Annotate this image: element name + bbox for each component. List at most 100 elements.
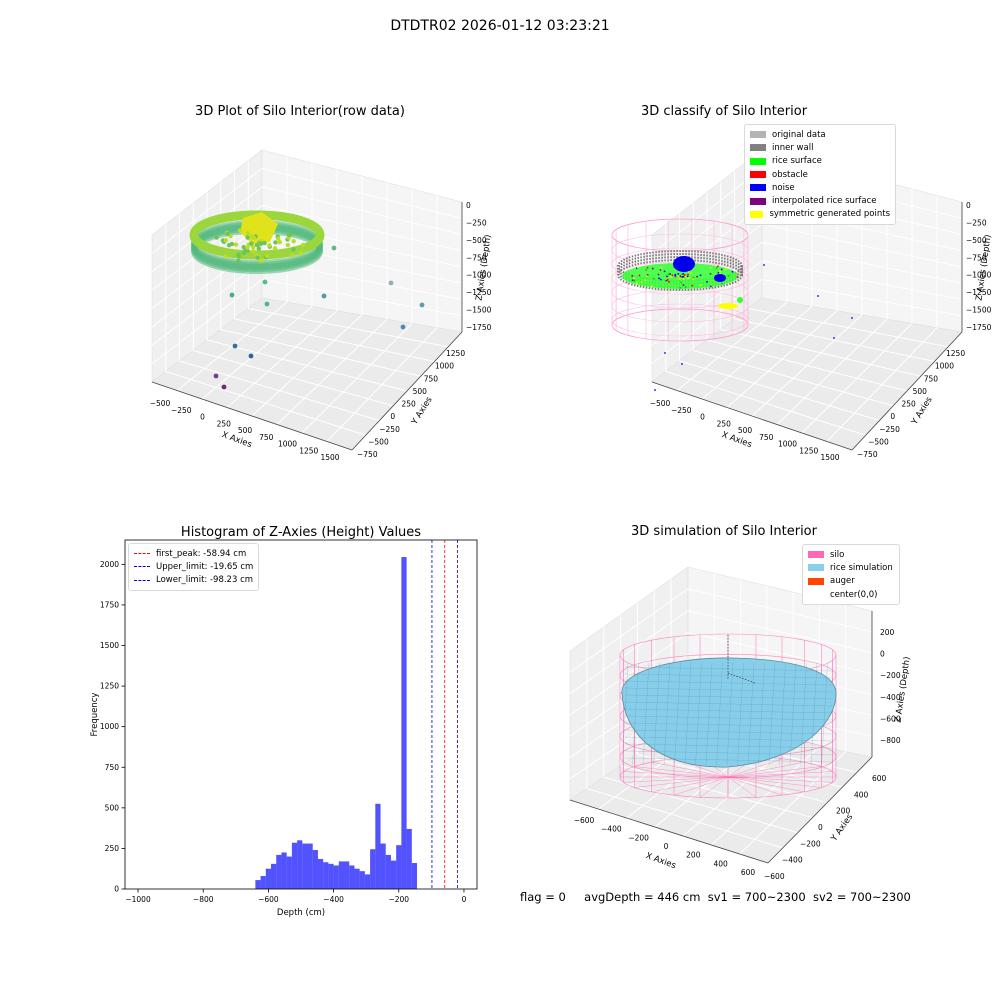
histogram-bar <box>344 861 350 889</box>
histogram-bar <box>380 843 386 889</box>
x-tick-label: 250 <box>217 419 232 428</box>
avg-depth-value: avgDepth = 446 cm <box>584 890 701 904</box>
histogram-bar <box>297 840 303 889</box>
legend-swatch <box>750 184 766 192</box>
noise-point <box>654 389 656 391</box>
x-tick-label: 750 <box>259 433 274 442</box>
x-tick-label: −400 <box>323 895 344 904</box>
rice-point <box>233 242 239 247</box>
grid-line <box>734 318 935 362</box>
histogram-bar <box>396 845 402 889</box>
classified-point <box>681 275 684 278</box>
grid-line <box>276 318 388 425</box>
x-axis-label: Depth (cm) <box>277 908 325 918</box>
histogram-bar <box>333 865 339 889</box>
y-tick-label: 750 <box>105 763 120 772</box>
z-tick-label: −1750 <box>966 323 992 332</box>
mesh-line <box>674 662 681 766</box>
classified-point <box>674 275 677 278</box>
classified-point <box>680 281 683 284</box>
grid-line <box>220 329 421 377</box>
z-tick-label: −1250 <box>966 288 992 297</box>
mesh-line <box>653 662 660 766</box>
classified-point <box>652 277 655 280</box>
histogram-bar <box>390 860 397 889</box>
legend-swatch <box>808 577 824 585</box>
x-tick-label: 0 <box>462 895 467 904</box>
classified-point <box>666 275 668 278</box>
outlier-point <box>221 384 227 390</box>
silo-floor-spoke <box>634 766 729 778</box>
legend-swatch <box>750 197 766 205</box>
classified-point <box>691 284 694 287</box>
histogram-legend: first_peak: -58.94 cm Upper_limit: -19.6… <box>128 543 260 591</box>
mesh-line <box>624 701 834 707</box>
classified-point <box>636 266 639 269</box>
classified-point <box>646 275 649 278</box>
rice-point <box>291 247 296 252</box>
outlier-point <box>232 343 238 349</box>
grid-line <box>761 223 963 268</box>
noise-point <box>664 352 666 354</box>
classified-point <box>683 273 686 276</box>
mesh-line <box>695 662 702 766</box>
y-tick-label: 2000 <box>100 560 119 569</box>
rice-point <box>214 235 219 240</box>
mesh-line <box>624 743 834 749</box>
rice-point <box>251 245 256 250</box>
legend-entry: rice simulation <box>808 561 894 574</box>
flag-value: flag = 0 <box>520 890 566 904</box>
silo-floor-spoke <box>727 776 833 783</box>
y-tick-label: 1000 <box>935 362 954 371</box>
legend-entry: Upper_limit: -19.65 cm <box>134 560 253 573</box>
y-tick-label: −250 <box>879 425 900 434</box>
y-tick-label: 1250 <box>446 349 465 358</box>
x-tick-label: −1000 <box>125 895 151 904</box>
outlier-point <box>331 245 337 251</box>
x-tick-label: −500 <box>150 399 171 408</box>
rice-point <box>226 242 232 248</box>
mesh-line <box>624 708 834 714</box>
z-tick-label: −1500 <box>966 306 992 315</box>
mesh-line <box>624 715 834 721</box>
outlier-point <box>264 301 270 307</box>
legend-swatch <box>808 591 824 598</box>
z-tick-label: −1000 <box>966 271 992 280</box>
classified-point <box>709 285 712 288</box>
classified-point <box>699 284 702 287</box>
rice-point <box>254 242 260 248</box>
legend-line <box>134 579 150 581</box>
silo-floor-spoke <box>727 776 805 793</box>
noise-point <box>851 317 853 319</box>
mesh-line <box>663 662 671 766</box>
x-tick-label: −600 <box>574 816 595 825</box>
histogram-bar <box>265 868 272 889</box>
grid-line <box>569 632 689 716</box>
mesh-line <box>737 662 744 766</box>
rice-point <box>241 250 247 256</box>
z-tick-label: 0 <box>880 650 885 659</box>
rice-point <box>272 246 278 251</box>
silo-floor-spoke <box>727 758 783 778</box>
rice-point <box>262 240 267 246</box>
grid-line <box>151 260 263 346</box>
sv1-value: sv1 = 700~2300 <box>707 890 806 904</box>
rice-point <box>277 239 282 245</box>
mesh-line <box>821 662 828 766</box>
classified-point <box>717 271 720 274</box>
y-tick-label: 1750 <box>100 600 119 609</box>
mesh-line <box>789 662 797 766</box>
x-tick-label: 1000 <box>278 440 297 449</box>
grid-line <box>720 329 921 377</box>
classified-point <box>679 287 682 289</box>
histogram-bar <box>364 874 371 889</box>
y-tick-label: −750 <box>357 450 378 459</box>
rice-point <box>286 232 292 238</box>
rice-point <box>245 245 250 250</box>
classified-point <box>651 267 654 270</box>
mesh-line <box>624 666 834 672</box>
outlier-point <box>419 302 425 308</box>
silo-floor-spoke <box>651 776 729 793</box>
